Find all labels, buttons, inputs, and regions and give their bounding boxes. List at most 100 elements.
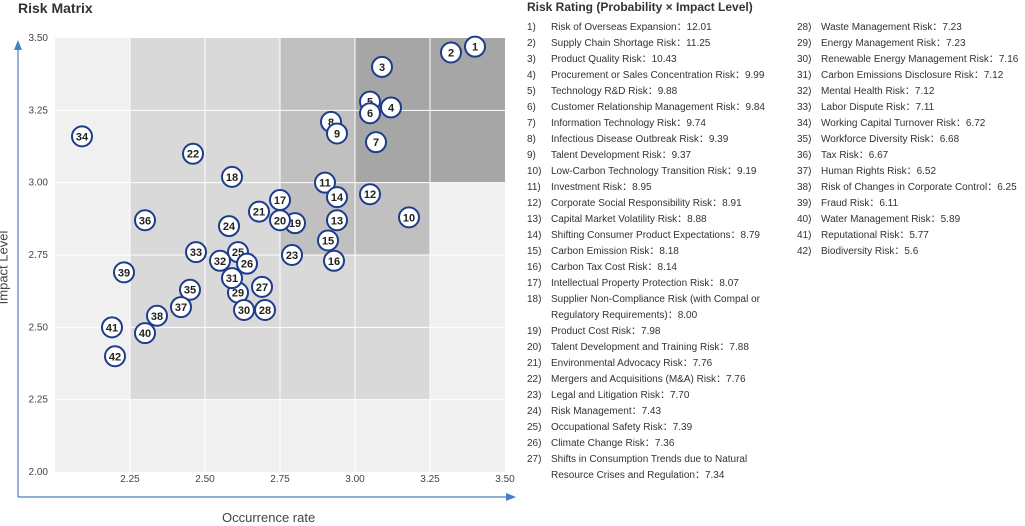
legend-item: 23) Legal and Litigation Risk：7.70 <box>527 388 785 404</box>
legend-item-text: Carbon Emission Risk：8.18 <box>551 246 679 257</box>
risk-point-label: 39 <box>118 267 130 279</box>
risk-point-marker <box>185 241 207 264</box>
risk-point: 6 <box>359 102 381 125</box>
risk-point: 38 <box>146 304 168 327</box>
legend-item-number: 40) <box>797 214 812 225</box>
risk-point: 30 <box>233 298 255 321</box>
legend-item-number: 5) <box>527 86 536 97</box>
legend-item-number: 42) <box>797 246 812 257</box>
legend-item-text: Human Rights Risk：6.52 <box>821 166 937 177</box>
risk-point-marker <box>380 96 402 119</box>
legend-item-number: 20) <box>527 342 542 353</box>
risk-point: 26 <box>236 252 258 275</box>
risk-point-marker <box>326 122 348 145</box>
risk-point-label: 8 <box>328 117 334 129</box>
legend-item: 28) Waste Management Risk：7.23 <box>797 20 1023 36</box>
x-tick-label: 2.25 <box>120 474 140 485</box>
risk-point-label: 30 <box>238 305 250 317</box>
legend-item: 41) Reputational Risk：5.77 <box>797 228 1023 244</box>
risk-point-label: 6 <box>367 108 373 120</box>
legend-item: 9) Talent Development Risk：9.37 <box>527 148 785 164</box>
legend-item: 42) Biodiversity Risk：5.6 <box>797 244 1023 260</box>
legend-item-text: Supply Chain Shortage Risk：11.25 <box>551 38 711 49</box>
risk-point: 24 <box>218 215 240 238</box>
legend-item-number: 38) <box>797 182 812 193</box>
risk-point-label: 35 <box>184 285 196 297</box>
risk-point-marker <box>317 229 339 252</box>
legend-item-text: Legal and Litigation Risk：7.70 <box>551 390 690 401</box>
risk-point-marker <box>236 252 258 275</box>
risk-point: 16 <box>323 249 345 272</box>
legend-item-text: Environmental Advocacy Risk：7.76 <box>551 358 713 369</box>
risk-point: 7 <box>365 131 387 154</box>
risk-point-label: 32 <box>214 256 226 268</box>
risk-matrix-plot: 2.25 2.50 2.75 3.00 3.25 3.50 2.00 2.25 2.50 2.75… <box>14 33 516 501</box>
risk-point-label: 10 <box>403 212 415 224</box>
legend-item: 15) Carbon Emission Risk：8.18 <box>527 244 785 260</box>
risk-point-label: 15 <box>322 236 334 248</box>
risk-point: 28 <box>254 298 276 321</box>
risk-point-marker <box>371 55 393 78</box>
risk-point-label: 9 <box>334 128 340 140</box>
legend-item-number: 41) <box>797 230 812 241</box>
legend-item-number: 4) <box>527 70 536 81</box>
risk-point-marker <box>134 322 156 345</box>
legend-item-number: 31) <box>797 70 812 81</box>
legend-item: 32) Mental Health Risk：7.12 <box>797 84 1023 100</box>
risk-point: 31 <box>221 267 243 290</box>
risk-point-marker <box>365 131 387 154</box>
risk-point: 33 <box>185 241 207 264</box>
legend-item-number: 23) <box>527 390 542 401</box>
legend-item-text: Climate Change Risk：7.36 <box>551 438 675 449</box>
risk-point-marker <box>248 200 270 223</box>
legend-item-text: Water Management Risk：5.89 <box>821 214 961 225</box>
y-tick-label: 2.50 <box>29 322 49 333</box>
risk-point-label: 31 <box>226 273 238 285</box>
risk-point-marker <box>323 249 345 272</box>
risk-point-label: 34 <box>76 131 89 143</box>
legend-item-number: 34) <box>797 118 812 129</box>
legend-item: 8) Infectious Disease Outbreak Risk：9.39 <box>527 132 785 148</box>
legend-item-number: 22) <box>527 374 542 385</box>
risk-point: 34 <box>71 125 93 148</box>
risk-point: 20 <box>269 209 291 232</box>
risk-point-marker <box>440 41 462 64</box>
legend-item-number: 39) <box>797 198 812 209</box>
risk-point-marker <box>179 278 201 301</box>
risk-point: 14 <box>326 186 348 209</box>
legend-item-text: Supplier Non-Compliance Risk (with Compa… <box>551 294 760 321</box>
risk-point-label: 18 <box>226 172 238 184</box>
legend-item: 25) Occupational Safety Risk：7.39 <box>527 420 785 436</box>
legend-item: 17) Intellectual Property Protection Risk… <box>527 276 785 292</box>
risk-point-label: 14 <box>331 192 344 204</box>
legend-item-number: 26) <box>527 438 542 449</box>
risk-point-marker <box>326 186 348 209</box>
legend-column-2: 28) Waste Management Risk：7.23 29) Energy M… <box>797 20 1023 260</box>
risk-point-marker <box>326 209 348 232</box>
legend-item: 39) Fraud Risk：6.11 <box>797 196 1023 212</box>
legend-item: 35) Workforce Diversity Risk：6.68 <box>797 132 1023 148</box>
risk-point-marker <box>221 267 243 290</box>
legend-column-1: 1) Risk of Overseas Expansion：12.01 2) Supp… <box>527 20 785 484</box>
risk-point-label: 3 <box>379 62 385 74</box>
y-tick-label: 2.00 <box>29 467 49 478</box>
y-axis-arrow <box>14 40 22 50</box>
legend-item: 2) Supply Chain Shortage Risk：11.25 <box>527 36 785 52</box>
risk-point-label: 13 <box>331 215 343 227</box>
legend-item-number: 9) <box>527 150 536 161</box>
legend-item-text: Risk Management：7.43 <box>551 406 662 417</box>
data-points: 1234567891011121314151617181920212223242… <box>71 35 486 368</box>
y-tick-label: 3.25 <box>29 105 49 116</box>
risk-point-label: 38 <box>151 311 163 323</box>
legend-item: 29) Energy Management Risk：7.23 <box>797 36 1023 52</box>
legend-item: 16) Carbon Tax Cost Risk：8.14 <box>527 260 785 276</box>
risk-point-label: 16 <box>328 256 340 268</box>
legend-item-text: Energy Management Risk：7.23 <box>821 38 966 49</box>
risk-point-marker <box>464 35 486 58</box>
legend-item: 3) Product Quality Risk：10.43 <box>527 52 785 68</box>
risk-point-label: 29 <box>232 288 244 300</box>
legend-item-number: 30) <box>797 54 812 65</box>
risk-point-marker <box>233 298 255 321</box>
risk-point: 1 <box>464 35 486 58</box>
legend-item: 27) Shifts in Consumption Trends due to N… <box>527 452 785 484</box>
